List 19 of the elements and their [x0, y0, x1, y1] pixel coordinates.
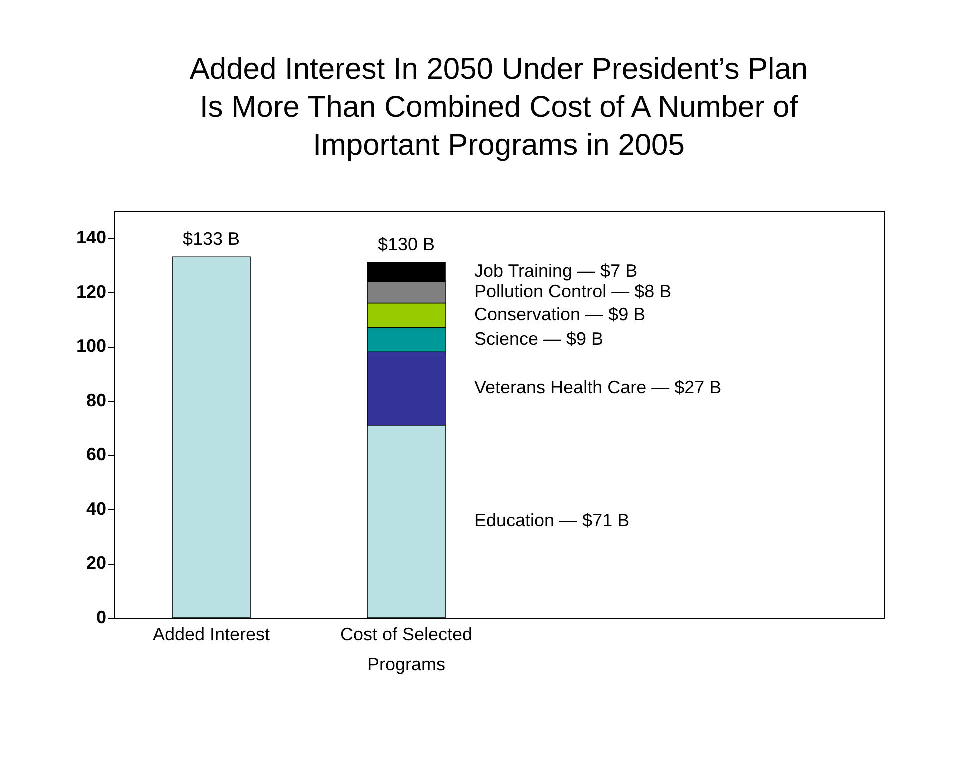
y-tick-label: 40 [86, 498, 106, 519]
text: Education — $71 B [474, 510, 630, 531]
y-tick-label: 140 [76, 228, 106, 248]
x-tick-label: Added Interest [152, 624, 270, 644]
text: Veterans Health Care — $27 B [474, 378, 722, 398]
x-tick-label: Cost of Selected Programs [340, 624, 473, 674]
total-label: $130 B [378, 234, 436, 255]
chart-title: Added Interest In 2050 Under President’s Plan Is More Than Combined Cost of A Number of Important Programs in 2005 [190, 53, 808, 162]
text: Pollution Control — $8 B [474, 281, 672, 302]
y-tick-label: 0 [96, 608, 106, 628]
text: Job Training — $7 B [474, 261, 638, 282]
y-tick-label: 120 [76, 282, 106, 302]
total-label: $133 B [182, 229, 240, 250]
text: Science — $9 B [474, 328, 604, 349]
y-tick-label: 20 [86, 553, 106, 574]
y-tick-label: 100 [76, 336, 106, 356]
y-tick-label: 80 [86, 390, 106, 410]
text: Conservation — $9 B [474, 304, 646, 324]
y-tick-label: 60 [86, 444, 106, 465]
